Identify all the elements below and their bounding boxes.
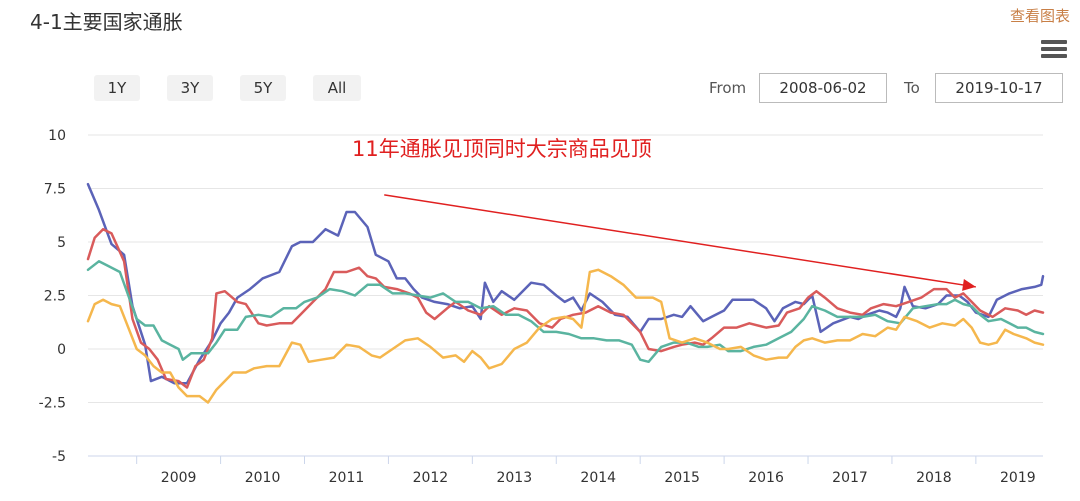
view-chart-link[interactable]: 查看图表	[1009, 7, 1070, 25]
x-tick-label: 2017	[832, 470, 868, 486]
x-tick-label: 2015	[664, 470, 700, 486]
y-axis: 10 7.5 5 2.5 0 -2.5 -5	[39, 128, 66, 465]
y-tick-label: -5	[52, 449, 66, 465]
from-label: From	[709, 79, 747, 97]
x-tick-label: 2010	[245, 470, 281, 486]
chart-annotation: 11年通胀见顶同时大宗商品见顶	[352, 137, 652, 161]
to-label: To	[904, 79, 920, 97]
x-tick-label: 2011	[329, 470, 365, 486]
series-lines	[86, 182, 1045, 404]
y-tick-label: -2.5	[39, 396, 66, 412]
trend-arrow	[384, 194, 976, 291]
x-tick-label: 2019	[1000, 470, 1036, 486]
to-date-input[interactable]: 2019-10-17	[935, 73, 1063, 103]
series-line-3	[86, 260, 1045, 364]
arrow-head	[962, 279, 976, 291]
range-button-1y[interactable]: 1Y	[94, 75, 140, 101]
series-line-2	[86, 227, 1045, 389]
arrow-shaft	[384, 194, 976, 288]
series-line-1	[86, 182, 1045, 385]
hamburger-menu-icon[interactable]	[1041, 40, 1067, 62]
y-tick-label: 7.5	[44, 182, 66, 198]
x-tick-label: 2014	[580, 470, 616, 486]
y-tick-label: 0	[57, 342, 66, 358]
y-tick-label: 2.5	[44, 289, 66, 305]
range-button-5y[interactable]: 5Y	[240, 75, 286, 101]
menu-bar	[1041, 40, 1067, 44]
x-tick-label: 2013	[496, 470, 532, 486]
x-tick-label: 2018	[916, 470, 952, 486]
x-tick-label: 2016	[748, 470, 784, 486]
page-title: 4-1主要国家通胀	[30, 10, 183, 34]
menu-bar	[1041, 54, 1067, 58]
y-tick-label: 10	[48, 128, 66, 144]
from-date-input[interactable]: 2008-06-02	[759, 73, 887, 103]
x-tick-label: 2012	[413, 470, 449, 486]
range-button-all[interactable]: All	[313, 75, 361, 101]
x-tick-label: 2009	[161, 470, 197, 486]
range-button-3y[interactable]: 3Y	[167, 75, 213, 101]
menu-bar	[1041, 47, 1067, 51]
x-axis: 2009 2010 2011 2012 2013 2014 2015 2016 2017 2018…	[88, 455, 1043, 486]
series-line-4	[86, 268, 1045, 404]
y-tick-label: 5	[57, 235, 66, 251]
